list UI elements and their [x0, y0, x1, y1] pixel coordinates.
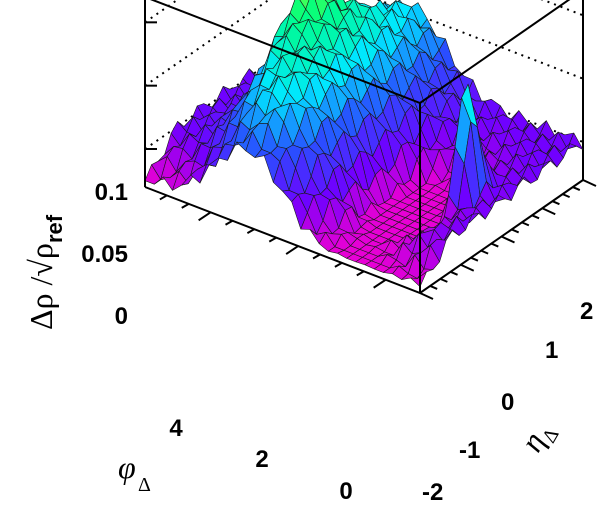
z-tick-label: 0.1 [95, 179, 128, 206]
eta-tick-mark [552, 200, 560, 206]
phi-tick-mark [159, 194, 168, 201]
eta-tick-mark [450, 270, 458, 276]
eta-tick-labels: 2 1 0 -1 -2 [422, 298, 593, 506]
eta-tick-mark [429, 285, 438, 290]
eta-tick-mark [470, 256, 479, 262]
eta-tick-mark [480, 249, 489, 255]
eta-tick-label: -2 [422, 479, 443, 506]
phi-tick-mark [246, 228, 255, 235]
z-axis-title-main: Δρ /√ρ [23, 243, 59, 330]
back-wall-eta-max [582, 0, 584, 180]
axis-ticks [145, 21, 597, 300]
phi-tick-label: 2 [255, 446, 268, 473]
phi-tick-mark [268, 236, 277, 243]
svg-text:ηΔ: ηΔ [513, 414, 564, 460]
eta-tick-mark [460, 263, 475, 272]
eta-tick-mark [582, 179, 597, 187]
eta-tick-mark [572, 186, 581, 191]
eta-tick-mark [562, 193, 571, 199]
phi-axis-title-main: φ [118, 449, 136, 485]
phi-tick-label: 4 [169, 415, 183, 442]
eta-tick-mark [541, 207, 556, 216]
phi-tick-labels: 4 2 0 [169, 415, 352, 505]
eta-tick-mark [439, 277, 448, 283]
phi-tick-mark [334, 262, 343, 268]
z-tick-labels: 0.1 0.05 0 [81, 179, 128, 330]
eta-tick-mark [419, 292, 434, 300]
phi-axis-title-subscript: Δ [138, 474, 151, 496]
phi-tick-mark [285, 245, 299, 255]
eta-tick-label: -1 [459, 437, 480, 464]
eta-axis-title: ηΔ [513, 414, 564, 460]
phi-tick-mark [181, 202, 190, 209]
surface-cell [410, 271, 427, 288]
phi-tick-mark [198, 211, 212, 222]
phi-tick-mark [312, 253, 321, 260]
z-axis-title: Δρ /√ρref [23, 214, 67, 330]
eta-tick-label: 1 [545, 337, 558, 364]
z-tick-label: 0 [115, 303, 128, 330]
eta-tick-mark [511, 228, 520, 234]
svg-text:Δρ /√ρref: Δρ /√ρref [23, 214, 67, 330]
phi-tick-mark [356, 270, 365, 277]
z-axis-title-subscript: ref [42, 214, 67, 243]
phi-tick-mark [373, 278, 387, 289]
eta-tick-mark [531, 214, 540, 220]
eta-tick-mark [501, 235, 515, 244]
z-tick-label: 0.05 [81, 241, 128, 268]
eta-tick-label: 0 [501, 389, 514, 416]
surface-cell [299, 0, 310, 10]
eta-tick-mark [490, 242, 499, 248]
eta-tick-mark [521, 221, 530, 227]
phi-tick-label: 0 [339, 478, 352, 505]
phi-tick-mark [225, 219, 234, 226]
phi-axis-title: φ Δ [118, 449, 151, 496]
eta-tick-label: 2 [580, 298, 593, 325]
surface-mesh [144, 0, 584, 288]
